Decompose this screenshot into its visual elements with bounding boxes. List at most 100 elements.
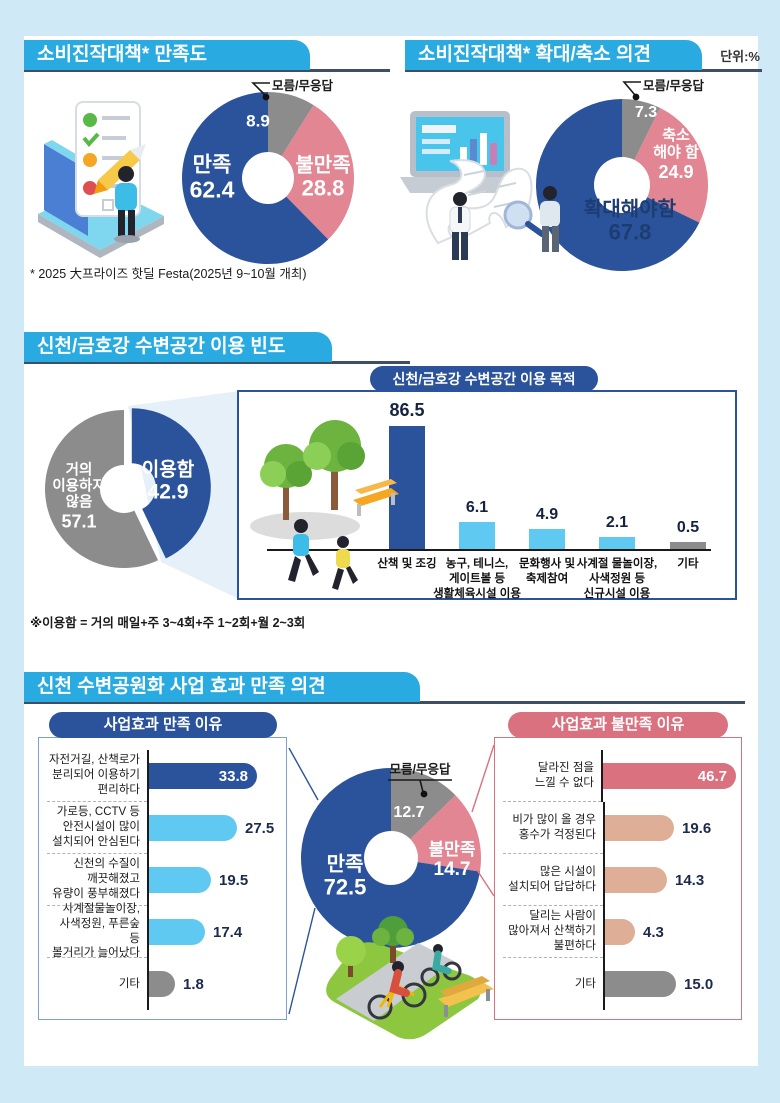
section1-right-underline [405, 69, 762, 72]
satisfy_reasons_bar-row-2: 신천의 수질이 깨끗해졌고 유량이 풍부해졌다 19.5 [47, 854, 281, 906]
satisfaction_donut-slice-1-name: 불만족 [295, 154, 351, 177]
dissatisfy_reasons_bar-row-0-label: 달라진 점을 느낄 수 없다 [503, 750, 601, 802]
satisfy_reasons_bar-row-4: 기타 1.8 [47, 958, 281, 1010]
dissatisfy_reasons_bar-row-0-bar-area: 46.7 [601, 750, 736, 802]
dissatisfy_reasons_bar-row-2-bar-area: 14.3 [603, 854, 736, 906]
dissatisfy_reasons_bar-row-4-bar-area: 15.0 [603, 958, 736, 1010]
satisfy_reasons_bar-row-0-bar: 33.8 [149, 763, 257, 789]
project_donut-slice-2 [301, 768, 480, 948]
satisfy_reasons_bar-row-0-label: 자전거길, 산책로가 분리되어 이용하기 편리하다 [47, 750, 147, 802]
bench-icon [438, 976, 494, 1017]
expand_reduce_donut-slice-0-value: 7.3 [634, 104, 658, 122]
project_donut-slice-1-name: 불만족 [428, 839, 476, 859]
purpose-bar-0-value: 86.5 [389, 400, 425, 420]
donut1-callout-label: 모름/무응답 [272, 79, 333, 93]
dissatisfy_reasons_bar-row-1: 비가 많이 올 경우 홍수가 걱정된다 19.6 [503, 802, 736, 854]
dissatisfy_reasons_bar-row-0: 달라진 점을 느낄 수 없다 46.7 [503, 750, 736, 802]
section1-right-title: 소비진작대책* 확대/축소 의견 [418, 44, 651, 65]
project_donut-slice-2-name: 만족 [326, 853, 364, 876]
satisfaction_donut-slice-2-value: 62.4 [189, 175, 235, 202]
satisfy_reasons_bar-row-0-value: 33.8 [218, 767, 248, 785]
expand_reduce_donut-chart [536, 99, 708, 271]
dissatisfy_reasons_bar-row-4: 기타 15.0 [503, 958, 736, 1010]
round-tree-icon [336, 936, 366, 966]
purpose-bar-3-label: 사계절 물놀이장, 사색정원 등 신규시설 이용 [576, 558, 658, 600]
satisfy_reasons_bar-row-1-value: 27.5 [245, 819, 275, 837]
section3-underline [24, 701, 745, 704]
project_donut-slice-1 [410, 795, 481, 872]
expand_reduce_donut-slice-0-label: 7.3 [635, 104, 657, 122]
purpose-panel: 86.5 산책 및 조깅 6.1 농구, 테니스, 게이트볼 등 생활체육시설 이용 4… [237, 390, 737, 600]
satisfaction_donut-slice-2-label: 만족 62.4 [190, 153, 235, 202]
satisfaction_donut-slice-1 [281, 105, 354, 240]
expand_reduce_donut-slice-1-label: 축소 해야 함 24.9 [653, 127, 699, 182]
project_donut-slice-1-value: 14.7 [433, 858, 471, 880]
section1-left-title: 소비진작대책* 만족도 [37, 44, 207, 65]
project_donut-slice-0-value: 12.7 [393, 804, 425, 822]
usage_donut-slice-0-value: 42.9 [147, 480, 189, 504]
project_donut-slice-1-label: 불만족 14.7 [429, 840, 476, 880]
purpose-bar-3 [599, 537, 635, 549]
purpose-bar-chart: 86.5 산책 및 조깅 6.1 농구, 테니스, 게이트볼 등 생활체육시설 이용 4… [239, 392, 735, 600]
section1-left-title-bar: 소비진작대책* 만족도 [24, 40, 310, 70]
satisfy_reasons_bar-row-3-bar-area: 17.4 [147, 906, 281, 958]
section2-title: 신천/금호강 수변공간 이용 빈도 [37, 336, 286, 357]
dissatisfy-reasons-panel: 달라진 점을 느낄 수 없다 46.7 비가 많이 올 경우 홍수가 걱정된다 19.… [494, 737, 742, 1020]
satisfy_reasons_bar-row-1-bar [149, 815, 237, 841]
section1-left-underline [24, 69, 390, 72]
project_donut-slice-0-label: 12.7 [393, 804, 424, 822]
dissatisfy-panel-title-pill: 사업효과 불만족 이유 [508, 712, 728, 738]
park-joggers-illustration [250, 420, 399, 590]
donut4-callout-label: 모름/무응답 [389, 762, 451, 777]
satisfy_reasons_bar-row-1-label: 가로등, CCTV 등 안전시설이 많이 설치되어 안심된다 [47, 802, 147, 854]
satisfy_reasons_bar-row-2-value: 19.5 [219, 871, 249, 889]
section3-title-bar: 신천 수변공원화 사업 효과 만족 의견 [24, 672, 420, 702]
review-receipt-illustration [400, 111, 560, 260]
satisfy_reasons_bar-row-3-label: 사계절물놀이장, 사색정원, 푸른숲 등 볼거리가 늘어났다 [47, 903, 147, 959]
tree-trunk-icon [283, 486, 289, 520]
purpose-bar-1-label: 농구, 테니스, 게이트볼 등 생활체육시설 이용 [433, 558, 521, 600]
tricycle-rider-icon [420, 944, 462, 987]
dissatisfy_reasons_bar-row-2-value: 14.3 [675, 871, 705, 889]
dissatisfy_reasons_bar-row-0-bar: 46.7 [603, 763, 736, 789]
purpose-bar-4-label: 기타 [677, 558, 699, 570]
satisfy_reasons_bar-row-2-bar [149, 867, 211, 893]
purpose-bar-2-value: 4.9 [535, 506, 559, 523]
unit-label: 단위:% [720, 49, 760, 64]
project_donut-slice-2-label: 만족 72.5 [324, 853, 367, 900]
dissatisfy_reasons_bar-row-1-label: 비가 많이 올 경우 홍수가 걱정된다 [503, 802, 603, 854]
usage_donut-slice-1-label: 거의 이용하지 않음 57.1 [52, 463, 105, 532]
dissatisfy_reasons_bar-row-0-value: 46.7 [697, 767, 727, 785]
bench-icon [353, 479, 399, 516]
usage_donut-slice-1-name: 거의 이용하지 않음 [52, 462, 106, 512]
dissatisfy_reasons_bar-row-3-bar-area: 4.3 [603, 906, 736, 958]
jogger-male-icon [288, 519, 319, 582]
purpose-axis-line [267, 549, 711, 552]
purpose-panel-title-pill: 신천/금호강 수변공간 이용 목적 [370, 366, 598, 392]
satisfy_reasons_bar-row-1-bar-area: 27.5 [147, 802, 281, 854]
dissatisfy_reasons_bar-row-4-value: 15.0 [684, 975, 714, 993]
inspector-icon [540, 186, 560, 252]
section2-footnote: ※이용함 = 거의 매일+주 3~4회+주 1~2회+월 2~3회 [30, 616, 306, 630]
dissatisfy_reasons_bar-row-1-bar-area: 19.6 [603, 802, 736, 854]
satisfy_reasons_bar-row-3-value: 17.4 [213, 923, 243, 941]
purpose-bar-4 [670, 542, 706, 549]
dissatisfy_reasons_bar-row-2: 많은 시설이 설치되어 답답하다 14.3 [503, 854, 736, 906]
expand_reduce_donut-slice-2-value: 67.8 [608, 219, 652, 245]
satisfaction_donut-slice-0-value: 8.9 [246, 111, 270, 131]
dissatisfy_reasons_bar-row-3: 달리는 사람이 많아져서 산책하기 불편하다 4.3 [503, 906, 736, 958]
expand_reduce_donut-slice-1-value: 24.9 [658, 161, 694, 182]
donut2-callout-label: 모름/무응답 [643, 79, 704, 93]
expand_reduce_donut-slice-0 [622, 99, 661, 160]
dissatisfy_reasons_bar-row-4-bar [605, 971, 676, 997]
satisfaction_donut-slice-1-value: 28.8 [301, 175, 345, 201]
section2-underline [24, 361, 410, 364]
section1-footnote: * 2025 大프라이즈 핫딜 Festa(2025년 9~10월 개최) [30, 267, 307, 281]
jogger-female-icon [332, 536, 358, 590]
purpose-bar-0-label: 산책 및 조깅 [377, 558, 437, 570]
satisfy_reasons_bar-row-4-bar [149, 971, 175, 997]
dissatisfy_reasons_bar-row-3-value: 4.3 [643, 923, 664, 941]
satisfy_reasons_bar-row-2-bar-area: 19.5 [147, 854, 281, 906]
magnifier-icon [503, 200, 545, 237]
